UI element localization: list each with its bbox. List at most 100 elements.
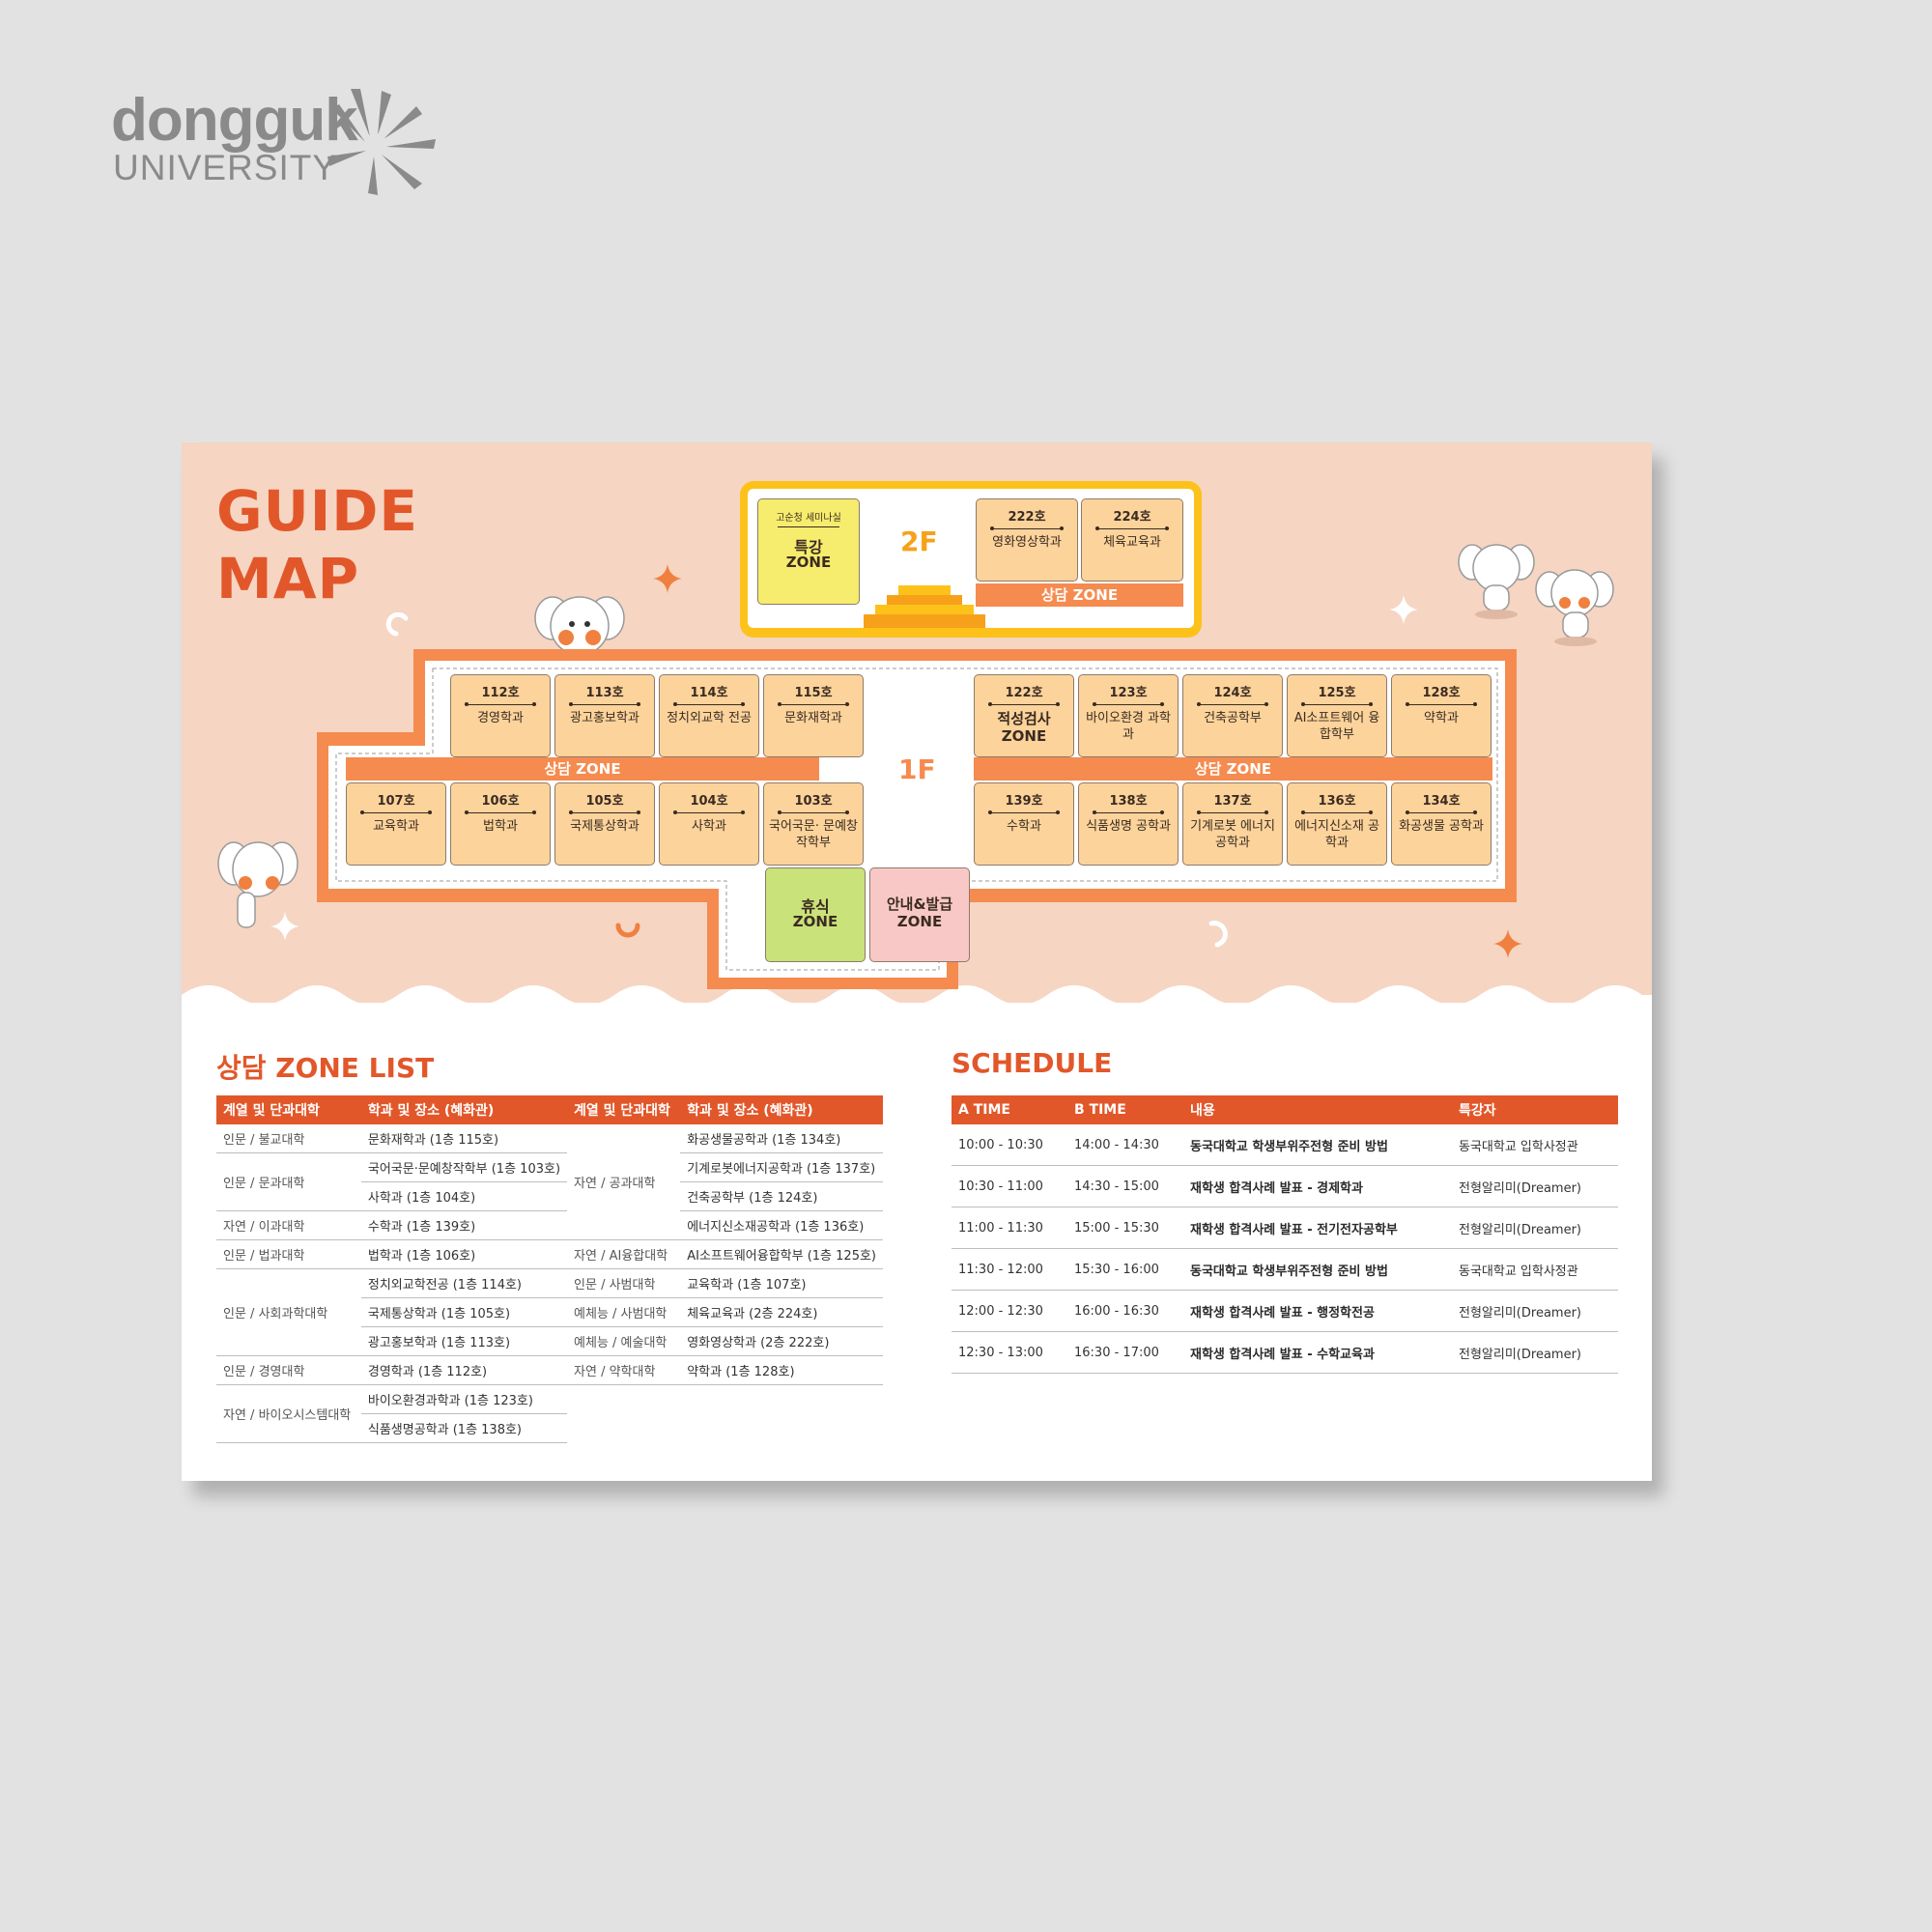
logo-wordmark: dongguk [111, 87, 358, 154]
room-137[interactable]: 137호 기계로봇 에너지공학과 [1182, 782, 1283, 866]
table-row: 인문 / 불교대학 문화재학과 (1층 115호) 자연 / 공과대학 화공생물공학과… [216, 1124, 883, 1240]
column-header: A TIME [952, 1095, 1067, 1124]
category-cell: 인문 / 사회과학대학 [216, 1268, 361, 1356]
speaker-cell: 동국대학교 입학사정관 [1452, 1124, 1618, 1166]
info-zone-label: ZONE [896, 913, 943, 930]
department-cell: 정치외교학전공 (1층 114호) [360, 1268, 568, 1298]
room-222[interactable]: 222호 영화영상학과 [976, 498, 1078, 582]
a-time-cell: 11:30 - 12:00 [952, 1248, 1067, 1291]
room-112[interactable]: 112호 경영학과 [450, 674, 551, 757]
room-dept: 건축공학부 [1204, 711, 1262, 725]
category-cell: 인문 / 불교대학 [216, 1124, 361, 1153]
room-114[interactable]: 114호 정치외교학 전공 [659, 674, 759, 757]
department-cell: 에너지신소재공학과 (1층 136호) [680, 1210, 883, 1240]
room-dept: 식품생명 공학과 [1086, 819, 1171, 834]
sparkle-icon [1389, 595, 1418, 624]
a-time-cell: 10:30 - 11:00 [952, 1165, 1067, 1208]
department-cell: 경영학과 (1층 112호) [360, 1355, 568, 1385]
divider [1197, 702, 1268, 706]
room-dept: 사학과 [692, 819, 726, 834]
room-number: 138호 [1109, 794, 1148, 809]
room-dept: 약학과 [1424, 711, 1459, 725]
room-224[interactable]: 224호 체육교육과 [1081, 498, 1183, 582]
room-136[interactable]: 136호 에너지신소재 공학과 [1287, 782, 1387, 866]
room-125[interactable]: 125호 AI소프트웨어 융합학부 [1287, 674, 1387, 757]
swirl-icon [615, 923, 640, 938]
room-number: 137호 [1213, 794, 1252, 809]
table-row: 12:00 - 12:30 16:00 - 16:30 재학생 합격사례 발표 - … [952, 1290, 1618, 1332]
room-number: 224호 [1113, 510, 1151, 525]
table-row: 10:30 - 11:00 14:30 - 15:00 재학생 합격사례 발표 - … [952, 1165, 1618, 1208]
room-128[interactable]: 128호 약학과 [1391, 674, 1492, 757]
room-122[interactable]: 122호 적성검사 ZONE [974, 674, 1074, 757]
table-row: 사학과 (1층 104호) 건축공학부 (1층 124호) [216, 1181, 883, 1211]
room-dept: 수학과 [1007, 819, 1041, 834]
table-row: 인문 / 경영대학 경영학과 (1층 112호) 자연 / 약학대학 약학과 (1층 … [216, 1355, 883, 1385]
room-dept: 법학과 [483, 819, 518, 834]
room-105[interactable]: 105호 국제통상학과 [554, 782, 655, 866]
room-dept: 정치외교학 전공 [667, 711, 752, 725]
column-header: 학과 및 장소 (혜화관) [360, 1095, 568, 1124]
b-time-cell: 15:30 - 16:00 [1067, 1248, 1183, 1291]
room-number: 106호 [481, 794, 520, 809]
rest-zone[interactable]: 휴식 ZONE [765, 867, 866, 962]
column-header: 계열 및 단과대학 [216, 1095, 361, 1124]
room-115[interactable]: 115호 문화재학과 [763, 674, 864, 757]
swirl-icon [385, 612, 409, 637]
category-cell: 인문 / 사범대학 [567, 1268, 681, 1298]
department-cell: 기계로봇에너지공학과 (1층 137호) [680, 1152, 883, 1182]
department-cell: 문화재학과 (1층 115호) [360, 1124, 568, 1153]
speaker-cell: 전형알리미(Dreamer) [1452, 1290, 1618, 1332]
table-row: 10:00 - 10:30 14:00 - 14:30 동국대학교 학생부위주전형 … [952, 1124, 1618, 1166]
divider [1406, 702, 1477, 706]
room-104[interactable]: 104호 사학과 [659, 782, 759, 866]
table-row: 11:30 - 12:00 15:30 - 16:00 동국대학교 학생부위주전형 … [952, 1248, 1618, 1291]
room-number: 113호 [585, 686, 624, 700]
swirl-icon [1208, 921, 1228, 948]
table-row: 자연 / 바이오시스템대학 바이오환경과학과 (1층 123호) [216, 1384, 883, 1443]
floor-label-1f: 1F [898, 753, 936, 785]
speaker-cell: 동국대학교 입학사정관 [1452, 1248, 1618, 1291]
lecture-zone-room: 고순청 세미나실 [776, 513, 841, 524]
room-107[interactable]: 107호 교육학과 [346, 782, 446, 866]
stairs-icon [864, 585, 985, 628]
room-139[interactable]: 139호 수학과 [974, 782, 1074, 866]
divider [988, 702, 1060, 706]
consult-zone-bar-right: 상담 ZONE [974, 757, 1492, 781]
speaker-cell: 전형알리미(Dreamer) [1452, 1207, 1618, 1249]
room-134[interactable]: 134호 화공생물 공학과 [1391, 782, 1492, 866]
room-number: 124호 [1213, 686, 1252, 700]
consult-zone-bar-left: 상담 ZONE [346, 757, 819, 781]
sparkle-icon [270, 912, 299, 941]
divider [778, 702, 849, 706]
info-zone[interactable]: 안내&발급 ZONE [869, 867, 970, 962]
title-line-1: GUIDE [216, 478, 419, 544]
room-dept: AI소프트웨어 융합학부 [1293, 711, 1380, 742]
lecture-zone[interactable]: 고순청 세미나실 특강 ZONE [757, 498, 860, 605]
room-number: 105호 [585, 794, 624, 809]
divider [569, 810, 640, 814]
lecture-zone-label: ZONE [785, 554, 832, 571]
room-123[interactable]: 123호 바이오환경 과학과 [1078, 674, 1179, 757]
divider [990, 526, 1064, 530]
room-dept: 경영학과 [477, 711, 524, 725]
guide-map-poster: GUIDE MAP 고순청 [182, 442, 1652, 1481]
room-dept: 화공생물 공학과 [1399, 819, 1484, 834]
content-cell: 재학생 합격사례 발표 - 행정학전공 [1183, 1290, 1452, 1332]
room-113[interactable]: 113호 광고홍보학과 [554, 674, 655, 757]
page-title: GUIDE MAP [216, 477, 418, 612]
content-cell: 동국대학교 학생부위주전형 준비 방법 [1183, 1124, 1452, 1166]
divider [1301, 702, 1373, 706]
divider [778, 810, 849, 814]
divider [1095, 526, 1169, 530]
category-cell: 예체능 / 예술대학 [567, 1326, 681, 1356]
column-header: 내용 [1183, 1095, 1452, 1124]
category-cell: 자연 / 약학대학 [567, 1355, 681, 1385]
room-103[interactable]: 103호 국어국문· 문예창작학부 [763, 782, 864, 866]
department-cell: 화공생물공학과 (1층 134호) [680, 1124, 883, 1153]
divider [673, 810, 745, 814]
divider [988, 810, 1060, 814]
